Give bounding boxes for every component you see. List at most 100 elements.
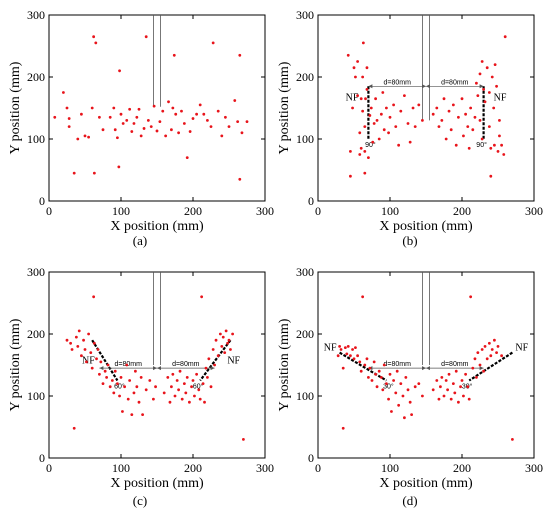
data-point	[101, 128, 105, 132]
data-point	[369, 106, 373, 110]
data-point	[216, 109, 220, 113]
dimension-arrowhead	[99, 366, 104, 371]
data-point	[74, 335, 78, 339]
data-point	[209, 125, 213, 128]
data-point	[406, 388, 410, 392]
angle-label-right: 90°	[476, 141, 487, 149]
x-tick-label: 0	[315, 461, 321, 475]
data-point	[480, 60, 484, 63]
data-point	[113, 128, 117, 132]
nf-label-right: NF	[515, 343, 528, 354]
data-point	[476, 94, 480, 97]
data-point	[363, 125, 367, 128]
data-point	[377, 137, 381, 141]
scatter-panel-4: 0 100 200 300 0 100 200 300 X position (mm) Y pos…	[277, 265, 543, 508]
data-point	[490, 348, 494, 351]
dimension-arrowhead	[426, 366, 430, 371]
data-point	[238, 53, 242, 57]
data-point	[401, 394, 405, 398]
data-point	[404, 376, 408, 379]
data-point	[116, 382, 119, 385]
data-point	[72, 171, 76, 175]
data-point	[365, 88, 369, 91]
data-point	[197, 388, 201, 392]
data-point	[139, 376, 143, 379]
data-point	[118, 69, 121, 73]
data-point	[471, 128, 475, 132]
data-point	[459, 385, 462, 389]
x-axis-label: X position (mm)	[379, 476, 473, 491]
plot-frame	[48, 271, 266, 459]
data-point	[154, 385, 157, 389]
data-point	[162, 391, 166, 395]
data-point	[480, 137, 484, 141]
data-point	[431, 112, 435, 116]
data-point	[227, 338, 231, 342]
data-point	[92, 295, 96, 299]
data-point	[359, 97, 363, 101]
data-point	[444, 379, 448, 382]
data-point	[121, 122, 125, 125]
data-point	[498, 119, 501, 122]
data-point	[170, 128, 173, 132]
data-point	[95, 357, 98, 361]
data-point	[173, 394, 177, 398]
data-point	[103, 369, 107, 373]
data-point	[399, 382, 403, 385]
data-point	[395, 369, 399, 373]
data-point	[53, 115, 57, 119]
data-point	[69, 341, 72, 345]
data-point	[471, 366, 475, 370]
data-point	[364, 97, 367, 101]
data-point	[475, 81, 478, 85]
data-point	[379, 376, 383, 379]
data-point	[385, 382, 388, 385]
y-tick-label: 100	[296, 132, 314, 146]
dimension-label-right: d=80mm	[441, 79, 469, 86]
y-tick-label: 100	[296, 389, 314, 403]
data-point	[485, 66, 489, 70]
data-point	[191, 379, 195, 382]
data-point	[454, 369, 458, 373]
data-point	[358, 153, 362, 156]
x-tick-label: 100	[381, 204, 399, 218]
data-point	[493, 63, 497, 66]
data-point	[374, 372, 377, 376]
data-point	[190, 385, 193, 389]
data-point	[498, 134, 501, 138]
data-point	[184, 391, 188, 395]
data-point	[485, 357, 489, 361]
data-point	[444, 137, 448, 141]
data-point	[128, 379, 132, 382]
data-point	[92, 171, 96, 175]
angle-label-left: 60°	[114, 383, 125, 391]
data-point	[177, 131, 181, 135]
data-point	[442, 394, 446, 398]
dimension-arrowhead	[422, 84, 426, 89]
data-point	[469, 295, 473, 299]
data-point	[125, 119, 129, 122]
data-point	[338, 345, 341, 348]
x-tick-label: 200	[453, 461, 471, 475]
data-point	[185, 376, 189, 379]
data-point	[76, 137, 80, 141]
dimension-label-right: d=80mm	[441, 361, 469, 368]
data-point	[493, 143, 496, 147]
data-point	[489, 146, 493, 150]
data-point	[80, 112, 83, 116]
data-point	[379, 112, 383, 116]
data-point	[139, 134, 143, 138]
y-tick-label: 300	[296, 265, 314, 279]
data-point	[493, 338, 496, 342]
data-point	[394, 125, 398, 128]
data-point	[490, 75, 494, 79]
data-point	[119, 376, 123, 379]
data-point	[492, 106, 496, 110]
y-axis-label: Y position (mm)	[277, 61, 292, 154]
y-tick-label: 200	[27, 70, 45, 84]
data-point	[352, 66, 356, 70]
data-point	[132, 391, 136, 395]
data-point	[475, 376, 478, 379]
data-point	[130, 130, 134, 133]
data-point	[98, 115, 101, 119]
